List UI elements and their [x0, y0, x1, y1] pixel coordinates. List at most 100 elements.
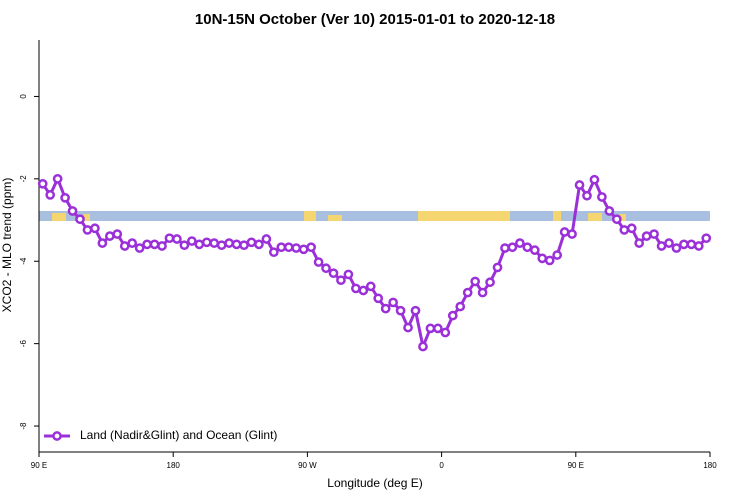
data-point — [351, 283, 361, 294]
data-point — [97, 238, 108, 248]
y-tick-label: -6 — [19, 340, 28, 348]
data-point — [201, 237, 212, 248]
data-point — [500, 243, 510, 253]
data-point — [336, 275, 346, 286]
data-point — [246, 237, 257, 248]
data-point — [380, 303, 391, 314]
data-point — [433, 323, 443, 334]
data-point — [194, 239, 205, 250]
data-point — [619, 225, 630, 235]
data-point — [604, 206, 615, 216]
data-point — [172, 234, 182, 244]
x-tick-label: 0 — [439, 461, 444, 470]
data-point — [358, 285, 369, 296]
x-tick-label: 90 W — [298, 461, 317, 470]
data-point — [477, 287, 488, 298]
data-point — [582, 190, 592, 201]
data-point — [157, 241, 167, 251]
data-point — [693, 241, 704, 251]
data-point — [127, 238, 138, 248]
data-point — [67, 206, 78, 216]
data-point — [90, 223, 100, 234]
data-point — [544, 255, 555, 266]
x-tick-label: 180 — [703, 461, 717, 470]
data-point — [373, 293, 384, 304]
data-point — [164, 233, 175, 244]
data-point — [492, 262, 503, 273]
data-point — [306, 242, 316, 253]
data-point — [254, 239, 264, 250]
data-point — [649, 229, 659, 239]
data-point — [701, 233, 712, 244]
data-point — [447, 310, 458, 321]
data-point — [224, 238, 234, 248]
data-point — [574, 180, 585, 190]
y-tick-label: -8 — [19, 422, 28, 430]
data-point — [119, 241, 130, 251]
data-point — [485, 277, 495, 288]
data-point — [552, 250, 563, 260]
data-point — [634, 238, 645, 248]
y-tick-label: -4 — [19, 257, 28, 265]
data-point — [679, 239, 689, 250]
data-point — [321, 263, 331, 274]
data-point — [60, 192, 70, 203]
data-point — [82, 225, 93, 235]
data-point — [104, 231, 115, 241]
map-strip — [39, 211, 710, 221]
legend-label: Land (Nadir&Glint) and Ocean (Glint) — [80, 428, 277, 442]
data-point — [269, 247, 279, 258]
data-point — [567, 229, 577, 239]
data-point — [291, 243, 302, 253]
data-point — [462, 287, 473, 298]
y-tick-label: 0 — [19, 94, 28, 99]
x-tick-label: 90 E — [568, 461, 584, 470]
data-point — [37, 178, 48, 189]
data-point — [537, 253, 548, 264]
data-point — [142, 239, 152, 250]
data-point — [515, 238, 525, 248]
data-point — [589, 174, 600, 185]
data-point — [425, 323, 436, 334]
data-point — [112, 229, 123, 239]
data-point — [597, 192, 607, 202]
data-point — [626, 223, 637, 234]
data-point — [343, 269, 354, 280]
data-point — [298, 244, 309, 255]
data-point — [455, 301, 466, 312]
data-point — [470, 276, 480, 287]
data-point — [440, 327, 451, 338]
data-point — [641, 231, 652, 241]
data-point — [559, 227, 570, 237]
data-point — [507, 242, 518, 253]
data-point — [664, 238, 674, 248]
data-point — [388, 297, 398, 308]
y-tick-label: -2 — [19, 175, 28, 183]
data-point — [216, 240, 227, 251]
data-point — [522, 242, 533, 253]
data-point — [261, 234, 272, 244]
data-point — [403, 322, 413, 333]
data-point — [410, 305, 421, 316]
data-point — [231, 239, 242, 250]
x-tick-label: 90 E — [31, 461, 47, 470]
data-point — [45, 190, 56, 200]
data-point — [656, 241, 667, 251]
data-point — [209, 238, 220, 248]
data-point — [52, 173, 63, 184]
x-tick-label: 180 — [167, 461, 181, 470]
data-point — [186, 236, 197, 246]
data-point — [276, 242, 287, 253]
data-point — [283, 242, 294, 253]
x-axis-label: Longitude (deg E) — [327, 476, 422, 490]
data-point — [239, 240, 249, 251]
y-axis-label: XCO2 - MLO trend (ppm) — [0, 178, 14, 313]
data-point — [395, 305, 406, 316]
data-point — [328, 268, 339, 279]
data-point — [529, 245, 540, 255]
data-point — [418, 341, 428, 352]
legend-marker — [52, 431, 62, 441]
data-point — [149, 239, 160, 250]
data-point — [75, 214, 85, 225]
